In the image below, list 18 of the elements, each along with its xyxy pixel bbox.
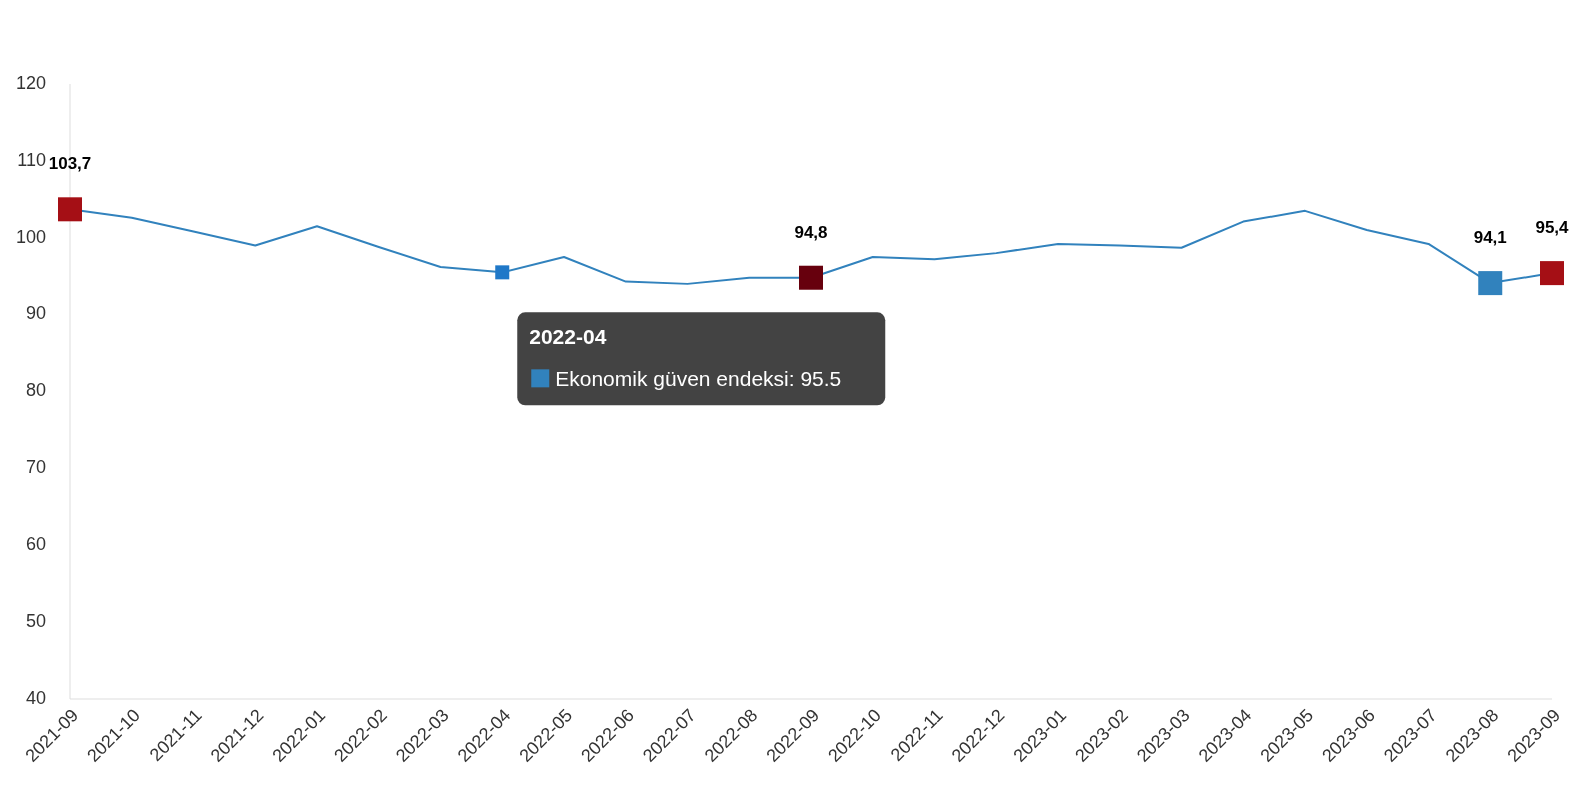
point [1540, 261, 1564, 286]
y-tick-label: 60 [25, 534, 46, 554]
point [799, 265, 823, 290]
point [1478, 271, 1503, 296]
data-label: 94,1 [1473, 228, 1507, 248]
y-tick-label: 100 [15, 226, 46, 247]
y-tick-label: 110 [17, 149, 46, 170]
data-label: 103,7 [48, 154, 92, 174]
y-tick-label: 40 [25, 687, 46, 708]
annotation: 2022-04 Ekonomik güven endeksi: 95.5 [529, 325, 842, 391]
y-tick-label: 50 [25, 610, 46, 631]
y-tick-label: 70 [25, 457, 46, 478]
data-label: 95,4 [1535, 218, 1570, 238]
data-label: 94,8 [794, 222, 828, 242]
y-tick-label: 80 [25, 380, 46, 401]
y-tick-label: 90 [25, 303, 46, 324]
point [58, 197, 82, 222]
y-tick-label: 120 [15, 72, 46, 93]
